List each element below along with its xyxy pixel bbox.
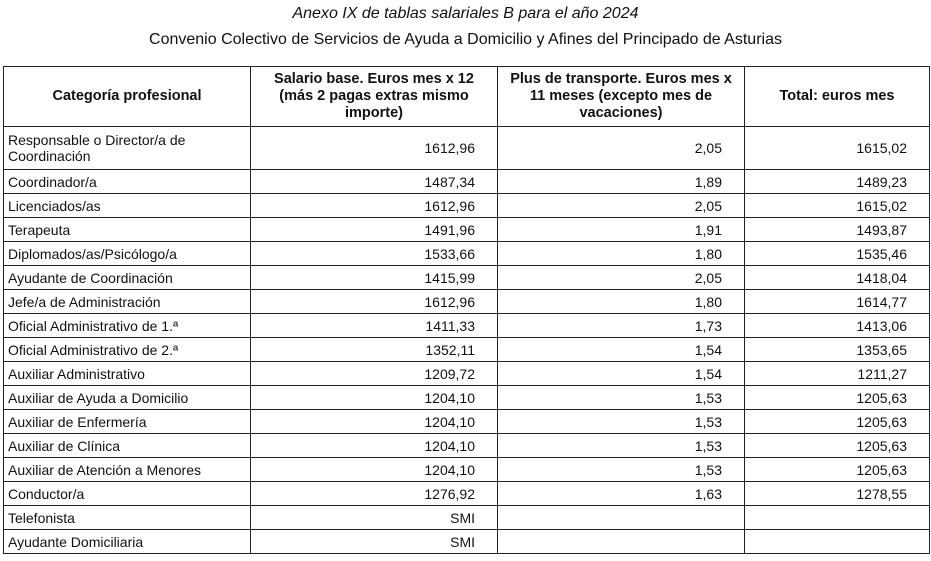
transport-bonus-cell (497, 529, 745, 554)
table-row: Oficial Administrativo de 1.ª 1411,33 1,73… (3, 313, 930, 338)
table-row: Auxiliar de Clínica 1204,10 1,53 1205,63 (3, 433, 930, 458)
base-salary-cell: 1209,72 (250, 361, 498, 386)
base-salary-cell: 1491,96 (250, 217, 498, 242)
total-cell (744, 529, 930, 554)
base-salary-cell: 1204,10 (250, 409, 498, 434)
header-transport-bonus: Plus de transporte. Euros mes x 11 meses… (497, 66, 745, 127)
total-cell (744, 505, 930, 530)
total-cell: 1614,77 (744, 289, 930, 314)
transport-bonus-cell: 1,80 (497, 289, 745, 314)
total-cell: 1413,06 (744, 313, 930, 338)
base-salary-cell: 1276,92 (250, 481, 498, 506)
transport-bonus-cell: 1,73 (497, 313, 745, 338)
category-cell: Auxiliar de Ayuda a Domicilio (3, 385, 251, 410)
table-row: Auxiliar de Enfermería 1204,10 1,53 1205,63 (3, 409, 930, 434)
category-cell: Responsable o Director/a de Coordinación (3, 126, 251, 170)
table-row: Telefonista SMI (3, 505, 930, 530)
base-salary-cell: 1204,10 (250, 457, 498, 482)
header-category: Categoría profesional (3, 66, 251, 127)
base-salary-cell: 1487,34 (250, 169, 498, 194)
total-cell: 1418,04 (744, 265, 930, 290)
table-row: Auxiliar Administrativo 1209,72 1,54 1211,2… (3, 361, 930, 386)
total-cell: 1205,63 (744, 409, 930, 434)
category-cell: Ayudante de Coordinación (3, 265, 251, 290)
total-cell: 1205,63 (744, 385, 930, 410)
total-cell: 1353,65 (744, 337, 930, 362)
total-cell: 1615,02 (744, 126, 930, 170)
total-cell: 1535,46 (744, 241, 930, 266)
transport-bonus-cell: 1,53 (497, 457, 745, 482)
base-salary-cell: 1612,96 (250, 126, 498, 170)
base-salary-cell: 1415,99 (250, 265, 498, 290)
category-cell: Jefe/a de Administración (3, 289, 251, 314)
table-row: Responsable o Director/a de Coordinación… (3, 126, 930, 170)
transport-bonus-cell: 1,54 (497, 337, 745, 362)
base-salary-cell: 1612,96 (250, 193, 498, 218)
category-cell: Coordinador/a (3, 169, 251, 194)
base-salary-cell: 1204,10 (250, 433, 498, 458)
base-salary-cell: 1204,10 (250, 385, 498, 410)
transport-bonus-cell: 1,53 (497, 433, 745, 458)
transport-bonus-cell (497, 505, 745, 530)
total-cell: 1205,63 (744, 433, 930, 458)
table-header-row: Categoría profesional Salario base. Euro… (3, 66, 930, 127)
table-row: Diplomados/as/Psicólogo/a 1533,66 1,80 1535… (3, 241, 930, 266)
table-row: Auxiliar de Ayuda a Domicilio 1204,10 1,53… (3, 385, 930, 410)
category-cell: Auxiliar de Enfermería (3, 409, 251, 434)
header-total: Total: euros mes (744, 66, 930, 127)
table-row: Conductor/a 1276,92 1,63 1278,55 (3, 481, 930, 506)
total-cell: 1205,63 (744, 457, 930, 482)
header-base-salary: Salario base. Euros mes x 12 (más 2 paga… (250, 66, 498, 127)
base-salary-cell: SMI (250, 529, 498, 554)
table-row: Ayudante de Coordinación 1415,99 2,05 1418,… (3, 265, 930, 290)
base-salary-cell: 1612,96 (250, 289, 498, 314)
category-cell: Oficial Administrativo de 2.ª (3, 337, 251, 362)
table-row: Coordinador/a 1487,34 1,89 1489,23 (3, 169, 930, 194)
transport-bonus-cell: 1,63 (497, 481, 745, 506)
category-cell: Diplomados/as/Psicólogo/a (3, 241, 251, 266)
base-salary-cell: 1411,33 (250, 313, 498, 338)
base-salary-cell: SMI (250, 505, 498, 530)
category-cell: Conductor/a (3, 481, 251, 506)
category-cell: Ayudante Domiciliaria (3, 529, 251, 554)
total-cell: 1493,87 (744, 217, 930, 242)
total-cell: 1278,55 (744, 481, 930, 506)
category-cell: Terapeuta (3, 217, 251, 242)
transport-bonus-cell: 2,05 (497, 265, 745, 290)
category-cell: Licenciados/as (3, 193, 251, 218)
salary-table: Categoría profesional Salario base. Euro… (3, 66, 930, 554)
category-cell: Oficial Administrativo de 1.ª (3, 313, 251, 338)
table-row: Oficial Administrativo de 2.ª 1352,11 1,54… (3, 337, 930, 362)
table-row: Terapeuta 1491,96 1,91 1493,87 (3, 217, 930, 242)
category-cell: Auxiliar de Clínica (3, 433, 251, 458)
category-cell: Telefonista (3, 505, 251, 530)
table-row: Licenciados/as 1612,96 2,05 1615,02 (3, 193, 930, 218)
base-salary-cell: 1533,66 (250, 241, 498, 266)
category-cell: Auxiliar de Atención a Menores (3, 457, 251, 482)
transport-bonus-cell: 1,54 (497, 361, 745, 386)
transport-bonus-cell: 2,05 (497, 126, 745, 170)
table-row: Jefe/a de Administración 1612,96 1,80 1614,… (3, 289, 930, 314)
total-cell: 1489,23 (744, 169, 930, 194)
category-cell: Auxiliar Administrativo (3, 361, 251, 386)
transport-bonus-cell: 1,89 (497, 169, 745, 194)
document-title: Anexo IX de tablas salariales B para el … (292, 5, 639, 22)
transport-bonus-cell: 1,53 (497, 385, 745, 410)
transport-bonus-cell: 1,80 (497, 241, 745, 266)
total-cell: 1615,02 (744, 193, 930, 218)
table-row: Ayudante Domiciliaria SMI (3, 529, 930, 554)
table-row: Auxiliar de Atención a Menores 1204,10 1,5… (3, 457, 930, 482)
total-cell: 1211,27 (744, 361, 930, 386)
base-salary-cell: 1352,11 (250, 337, 498, 362)
transport-bonus-cell: 1,53 (497, 409, 745, 434)
transport-bonus-cell: 1,91 (497, 217, 745, 242)
document-subtitle: Convenio Colectivo de Servicios de Ayuda… (149, 31, 782, 48)
transport-bonus-cell: 2,05 (497, 193, 745, 218)
